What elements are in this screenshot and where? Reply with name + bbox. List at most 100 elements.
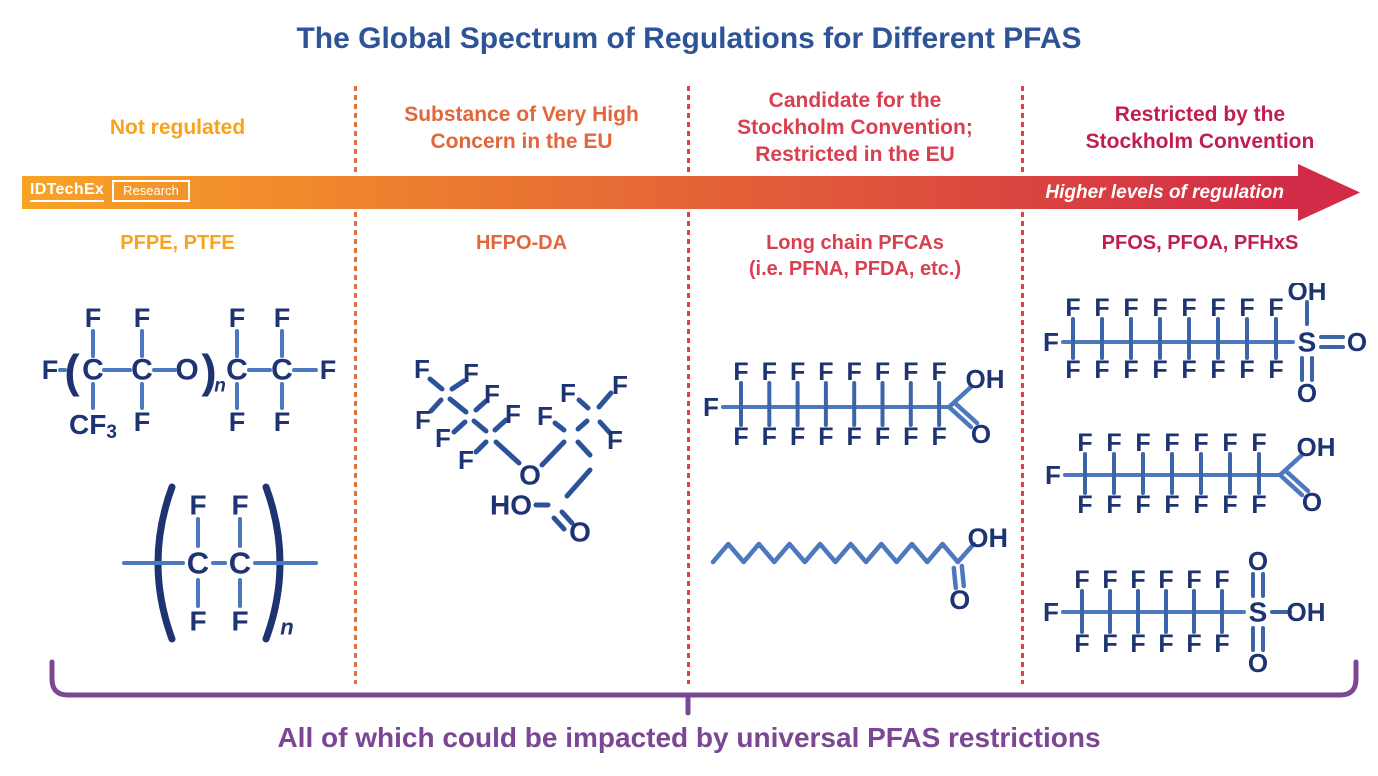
svg-text:O: O [1297, 378, 1317, 408]
svg-text:(: ( [64, 345, 80, 397]
svg-text:F: F [134, 303, 151, 333]
svg-text:F: F [1193, 429, 1208, 457]
svg-text:OH: OH [966, 364, 1005, 394]
svg-text:F: F [1077, 491, 1092, 519]
svg-text:F: F [1239, 356, 1254, 384]
compound-line: HFPO-DA [475, 232, 568, 254]
svg-text:): ) [201, 345, 216, 397]
svg-text:F: F [1043, 327, 1059, 357]
compound-line: PFOS, PFOA, PFHxS [1101, 232, 1299, 254]
svg-text:F: F [1181, 294, 1196, 322]
svg-text:F: F [847, 423, 862, 451]
header-line: Stockholm Convention; [737, 116, 973, 139]
svg-text:F: F [1123, 356, 1138, 384]
column-separator-3 [1021, 86, 1024, 684]
svg-text:CF3: CF3 [69, 409, 117, 443]
svg-text:O: O [519, 460, 541, 491]
svg-text:F: F [42, 355, 59, 385]
svg-text:F: F [1251, 491, 1266, 519]
svg-text:F: F [484, 379, 500, 409]
svg-text:F: F [1074, 566, 1089, 594]
svg-text:F: F [733, 358, 748, 386]
svg-text:F: F [1193, 491, 1208, 519]
svg-text:F: F [1222, 491, 1237, 519]
svg-text:F: F [875, 423, 890, 451]
compound-label-col2: HFPO-DA [355, 230, 688, 292]
svg-text:F: F [1181, 356, 1196, 384]
svg-text:F: F [790, 423, 805, 451]
svg-text:F: F [1094, 294, 1109, 322]
svg-text:F: F [1077, 429, 1092, 457]
svg-text:F: F [1102, 630, 1117, 658]
svg-text:F: F [414, 354, 430, 384]
svg-text:F: F [229, 407, 246, 437]
arrow-band [22, 176, 1298, 209]
svg-text:O: O [175, 354, 198, 387]
svg-text:O: O [1347, 327, 1367, 357]
header-not-regulated: Not regulated [0, 85, 355, 170]
svg-text:F: F [1268, 356, 1283, 384]
svg-text:HO: HO [490, 490, 532, 521]
header-line: Restricted by the [1114, 102, 1286, 126]
header-line: Concern in the EU [430, 129, 613, 153]
svg-text:C: C [187, 546, 209, 581]
svg-text:F: F [1186, 630, 1201, 658]
svg-text:F: F [1106, 491, 1121, 519]
svg-text:F: F [274, 407, 291, 437]
header-stockholm-restricted: Restricted by the Stockholm Convention [1022, 85, 1378, 170]
svg-text:n: n [280, 615, 293, 640]
svg-text:C: C [271, 354, 293, 387]
svg-text:F: F [1130, 630, 1145, 658]
svg-text:F: F [85, 303, 102, 333]
svg-text:S: S [1298, 327, 1317, 358]
compound-line: Long chain PFCAs [766, 232, 944, 254]
column-separator-1 [354, 86, 357, 684]
header-line: Substance of Very High [404, 102, 639, 126]
svg-text:F: F [231, 606, 248, 637]
svg-text:F: F [1268, 294, 1283, 322]
svg-text:F: F [703, 392, 719, 422]
underbrace-bracket [49, 659, 1359, 716]
svg-text:F: F [903, 423, 918, 451]
svg-text:F: F [1065, 294, 1080, 322]
svg-text:F: F [231, 490, 248, 521]
svg-text:F: F [931, 358, 946, 386]
svg-text:n: n [214, 376, 226, 397]
header-line: Not regulated [109, 116, 246, 139]
header-stockholm-candidate: Candidate for the Stockholm Convention; … [688, 85, 1022, 170]
svg-text:F: F [1164, 491, 1179, 519]
regulation-spectrum-arrow [22, 164, 1360, 221]
svg-text:F: F [1043, 597, 1059, 627]
arrow-label: Higher levels of regulation [1045, 182, 1284, 203]
compound-label-col1: PFPE, PTFE [0, 230, 355, 292]
svg-text:F: F [818, 358, 833, 386]
svg-text:O: O [1302, 487, 1322, 517]
svg-text:OH: OH [1288, 283, 1327, 306]
svg-text:F: F [903, 358, 918, 386]
svg-text:C: C [226, 354, 248, 387]
svg-text:F: F [1045, 460, 1061, 490]
svg-text:F: F [1152, 356, 1167, 384]
svg-text:F: F [435, 423, 451, 453]
svg-text:F: F [1214, 566, 1229, 594]
svg-text:F: F [1135, 429, 1150, 457]
page-title: The Global Spectrum of Regulations for D… [296, 22, 1082, 55]
svg-text:F: F [320, 355, 337, 385]
svg-text:F: F [1152, 294, 1167, 322]
svg-text:F: F [1214, 630, 1229, 658]
svg-text:F: F [1164, 429, 1179, 457]
svg-text:O: O [971, 419, 991, 449]
svg-text:F: F [1065, 356, 1080, 384]
svg-text:F: F [875, 358, 890, 386]
svg-text:F: F [1186, 566, 1201, 594]
svg-text:F: F [1123, 294, 1138, 322]
svg-text:C: C [131, 354, 153, 387]
svg-text:O: O [569, 517, 591, 548]
svg-text:F: F [537, 401, 553, 431]
svg-text:F: F [274, 303, 291, 333]
svg-text:F: F [1158, 630, 1173, 658]
